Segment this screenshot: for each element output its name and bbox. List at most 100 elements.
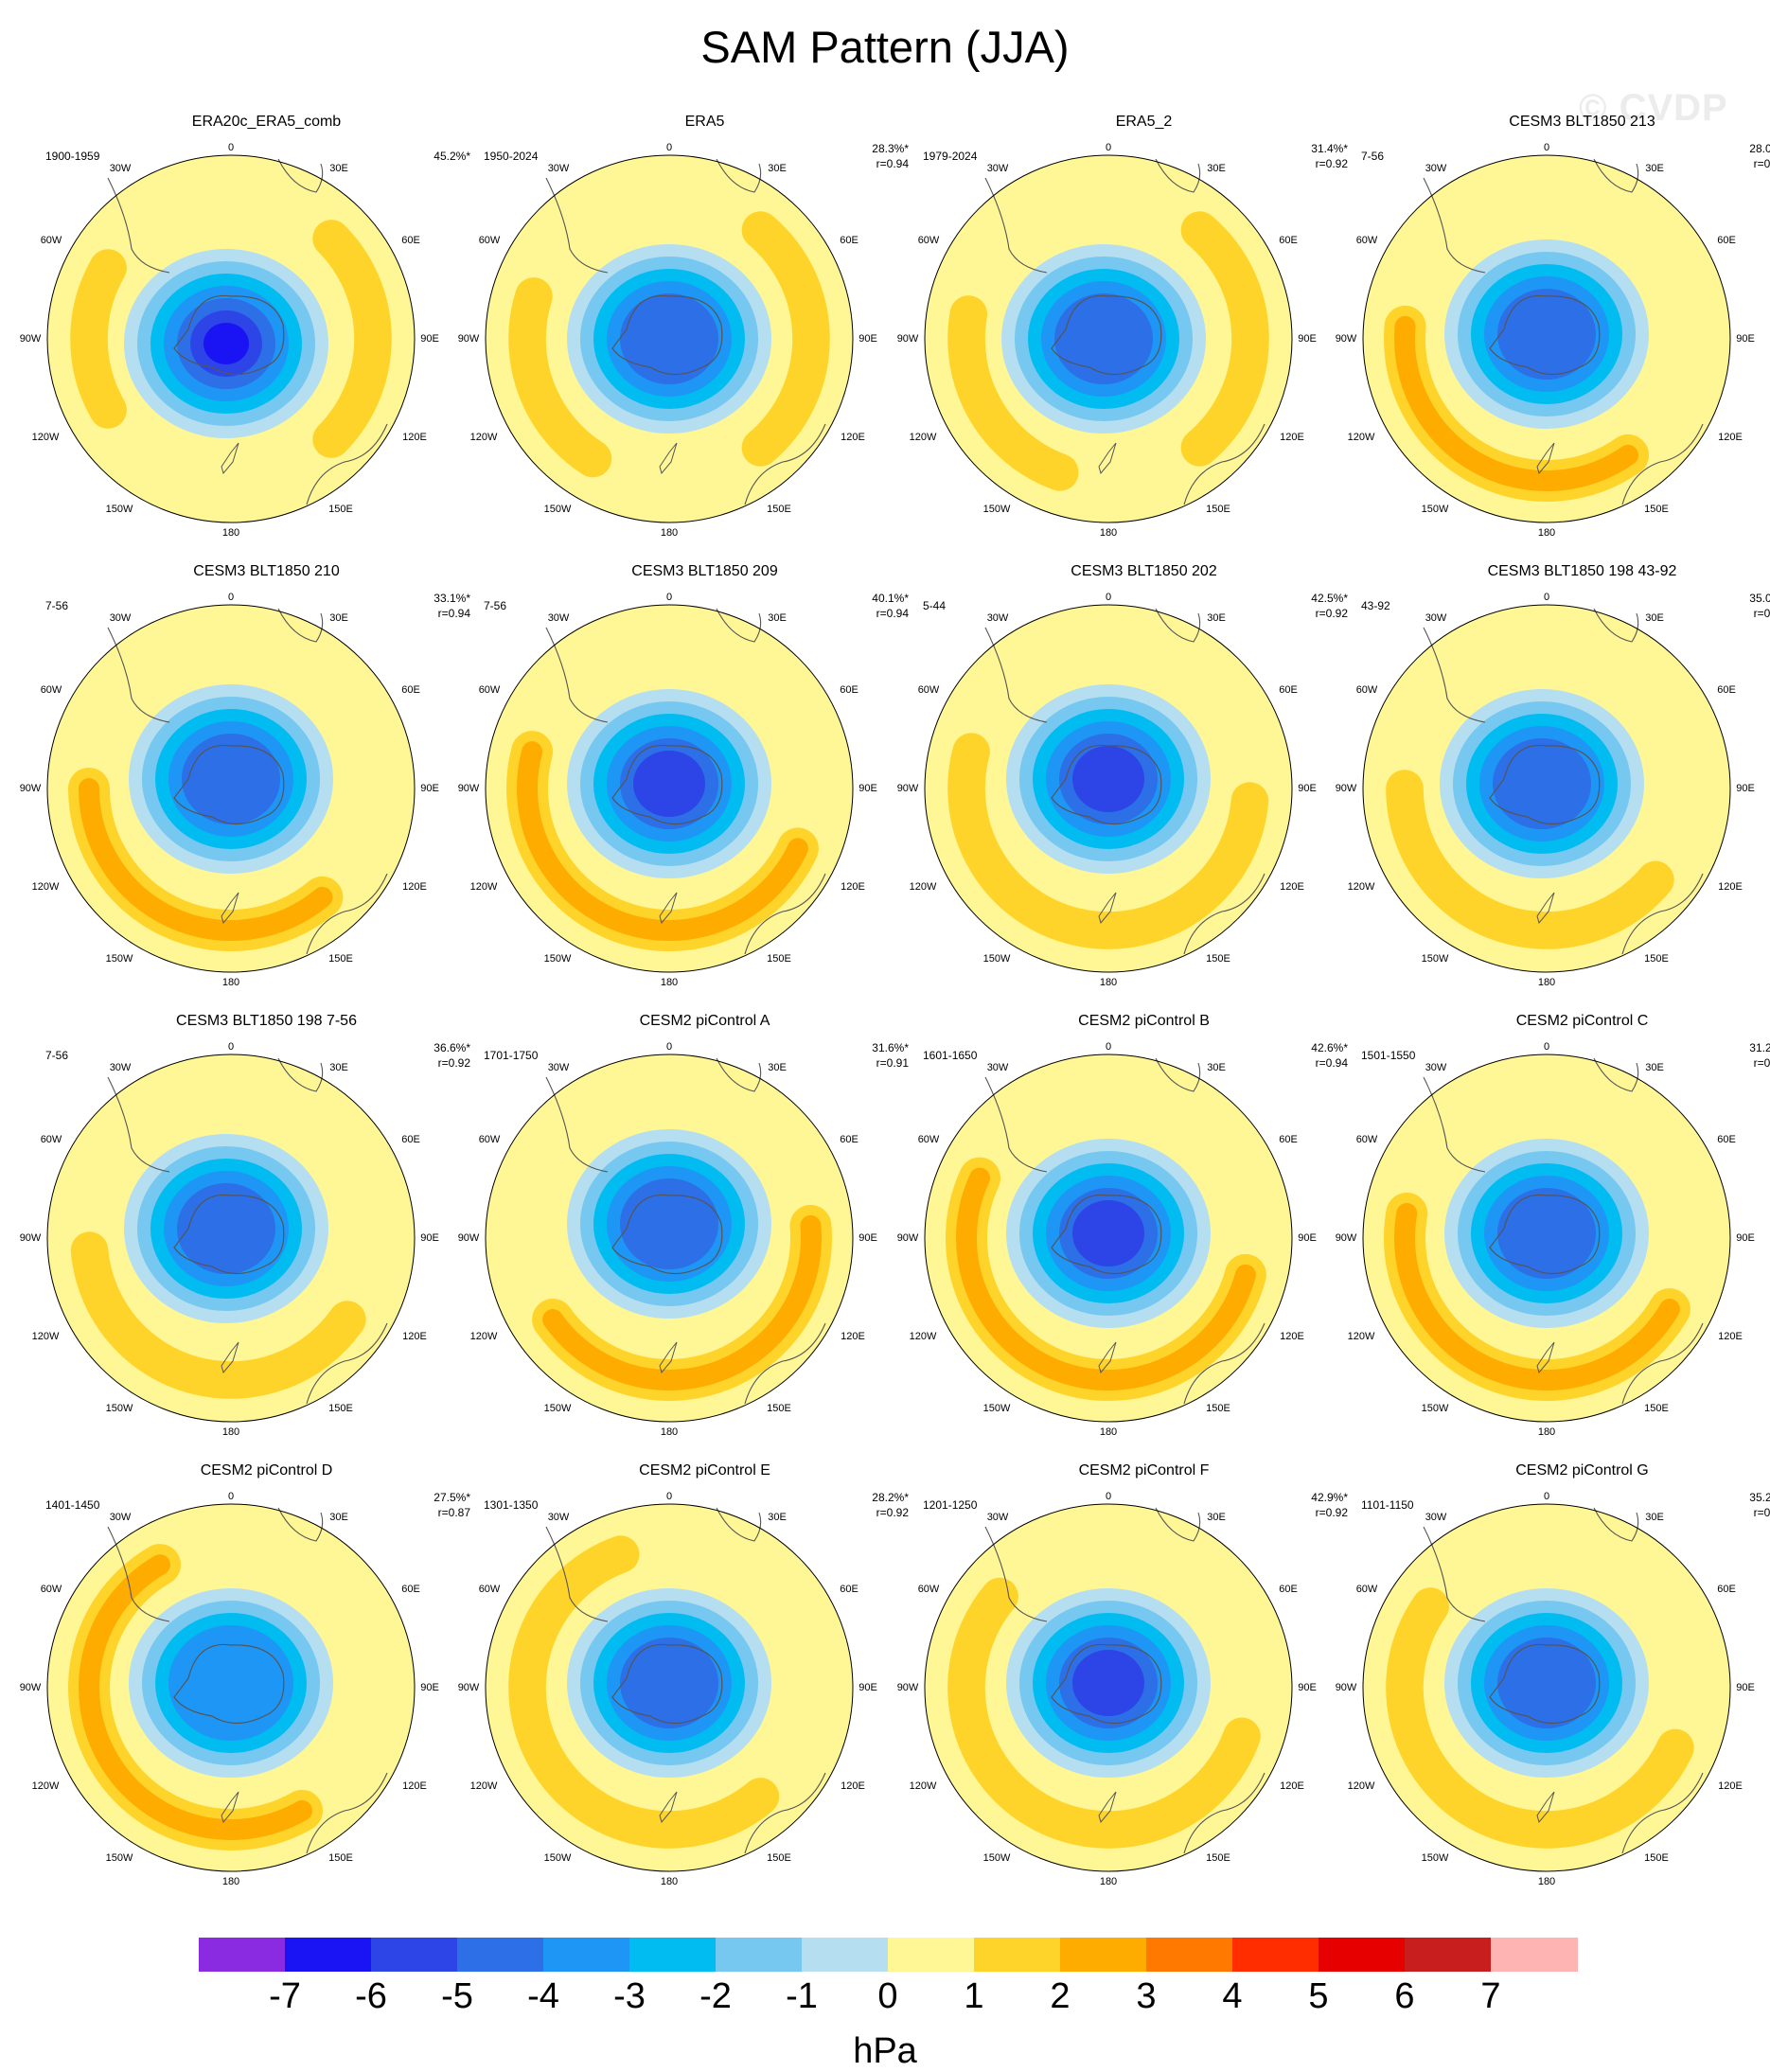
longitude-label: 180 xyxy=(1537,1876,1556,1887)
longitude-label: 0 xyxy=(1543,1041,1550,1053)
antarctica-coastline xyxy=(1051,1194,1162,1275)
longitude-label: 0 xyxy=(1105,1491,1112,1502)
page-title: SAM Pattern (JJA) xyxy=(700,22,1070,72)
longitude-label: 30W xyxy=(986,612,1009,624)
new-zealand-coastline xyxy=(1536,1341,1555,1374)
panel-period: 1501-1550 xyxy=(1361,1049,1416,1062)
colorbar-swatch xyxy=(716,1938,803,1972)
longitude-label: 60E xyxy=(401,684,420,696)
panel-explained-variance: 35.2%* xyxy=(1749,1491,1770,1504)
longitude-label: 120W xyxy=(1347,1331,1375,1342)
colorbar-tick-label: 4 xyxy=(1222,1976,1243,2016)
longitude-label: 120W xyxy=(31,881,60,893)
longitude-label: 90W xyxy=(19,783,42,794)
longitude-label: 60W xyxy=(478,684,501,696)
longitude-label: 120E xyxy=(1280,1331,1304,1342)
new-zealand-coastline xyxy=(659,442,678,475)
longitude-label: 60W xyxy=(917,235,940,246)
panel-pattern-correlation: r=0.91 xyxy=(876,1056,909,1070)
south-america-coastline xyxy=(984,1076,1048,1173)
panel-period: 1900-1959 xyxy=(45,150,100,163)
longitude-label: 150W xyxy=(105,1852,133,1864)
panel-title: CESM2 piControl E xyxy=(639,1462,770,1479)
map-panel: CESM2 piControl E 1301-1350 28.2%* r=0.92 0 1… xyxy=(458,1462,926,1912)
colorbar-swatch xyxy=(1146,1938,1233,1972)
new-zealand-coastline xyxy=(1098,892,1117,925)
australia-coastline xyxy=(744,423,826,505)
colorbar-tick-label: -6 xyxy=(355,1976,387,2016)
longitude-label: 60W xyxy=(40,684,62,696)
longitude-label: 120W xyxy=(469,1331,498,1342)
africa-coastline xyxy=(1155,158,1201,193)
longitude-label: 150E xyxy=(767,504,791,515)
new-zealand-coastline xyxy=(1098,1791,1117,1824)
longitude-label: 0 xyxy=(665,1041,673,1053)
panel-pattern-correlation: r=0.92 xyxy=(1315,157,1348,170)
longitude-label: 150W xyxy=(105,504,133,515)
longitude-label: 120W xyxy=(1347,1780,1375,1792)
map-panel: CESM3 BLT1850 209 7-56 40.1%* r=0.94 0 180 30W… xyxy=(458,563,926,1013)
longitude-label: 30E xyxy=(1645,163,1664,174)
colorbar-tick-label: -2 xyxy=(699,1976,732,2016)
longitude-label: 120E xyxy=(1718,1780,1743,1792)
australia-coastline xyxy=(1621,873,1704,955)
panel-title: CESM2 piControl G xyxy=(1515,1462,1649,1479)
longitude-label: 120E xyxy=(402,1780,427,1792)
longitude-label: 150E xyxy=(328,1852,353,1864)
longitude-label: 30E xyxy=(1207,163,1226,174)
map-panel: CESM2 piControl B 1601-1650 42.6%* r=0.94 0 1… xyxy=(897,1013,1365,1462)
longitude-label: 90W xyxy=(457,1232,480,1244)
panel-pattern-correlation: r=0.92 xyxy=(1753,1056,1770,1070)
panel-title: CESM2 piControl F xyxy=(1078,1462,1210,1479)
panel-period: 1979-2024 xyxy=(923,150,978,163)
panel-title: CESM3 BLT1850 198 43-92 xyxy=(1487,563,1677,579)
panel-pattern-correlation: r=0.94 xyxy=(876,607,909,620)
longitude-label: 60E xyxy=(1279,1584,1298,1595)
longitude-label: 30W xyxy=(109,163,132,174)
panel-title: CESM3 BLT1850 210 xyxy=(193,563,340,579)
africa-coastline xyxy=(716,608,762,643)
longitude-label: 150W xyxy=(982,1403,1011,1414)
longitude-label: 90E xyxy=(1736,783,1755,794)
south-america-coastline xyxy=(545,1526,609,1622)
colorbar-tick-label: -4 xyxy=(527,1976,559,2016)
longitude-label: 120W xyxy=(31,1331,60,1342)
panel-explained-variance: 28.2%* xyxy=(872,1491,909,1504)
antarctica-coastline xyxy=(1051,744,1162,825)
longitude-label: 90E xyxy=(420,783,439,794)
longitude-label: 90W xyxy=(1335,1682,1357,1693)
longitude-label: 120W xyxy=(469,881,498,893)
colorbar-swatch xyxy=(1319,1938,1406,1972)
panel-explained-variance: 42.9%* xyxy=(1311,1491,1348,1504)
africa-coastline xyxy=(716,1057,762,1092)
longitude-label: 0 xyxy=(665,142,673,153)
polar-map xyxy=(485,604,854,973)
longitude-label: 180 xyxy=(660,527,679,539)
panel-period: 1101-1150 xyxy=(1361,1498,1414,1512)
longitude-label: 180 xyxy=(660,1876,679,1887)
south-america-coastline xyxy=(107,177,170,274)
map-border xyxy=(924,154,1293,523)
panel-title: CESM3 BLT1850 202 xyxy=(1071,563,1217,579)
panel-pattern-correlation: r=0.86 xyxy=(1753,157,1770,170)
longitude-label: 150W xyxy=(1421,504,1449,515)
map-border xyxy=(1362,604,1731,973)
map-border xyxy=(485,1503,854,1872)
map-panel: CESM2 piControl G 1101-1150 35.2%* r=0.95 0 1… xyxy=(1336,1462,1770,1912)
map-border xyxy=(46,154,416,523)
longitude-label: 0 xyxy=(227,1491,235,1502)
longitude-label: 0 xyxy=(1105,1041,1112,1053)
colorbar-swatch xyxy=(1491,1938,1578,1972)
longitude-label: 120E xyxy=(841,432,865,443)
polar-map xyxy=(924,1503,1293,1872)
map-panel: CESM3 BLT1850 213 7-56 28.0%* r=0.86 0 180 30W… xyxy=(1336,114,1770,563)
longitude-label: 180 xyxy=(660,1426,679,1438)
longitude-label: 30E xyxy=(1645,1512,1664,1523)
longitude-label: 30W xyxy=(986,1512,1009,1523)
antarctica-coastline xyxy=(611,294,723,376)
longitude-label: 120W xyxy=(1347,432,1375,443)
panel-title: CESM2 piControl B xyxy=(1078,1013,1210,1029)
longitude-label: 90W xyxy=(896,1232,919,1244)
longitude-label: 90E xyxy=(858,1232,877,1244)
africa-coastline xyxy=(1593,1057,1639,1092)
